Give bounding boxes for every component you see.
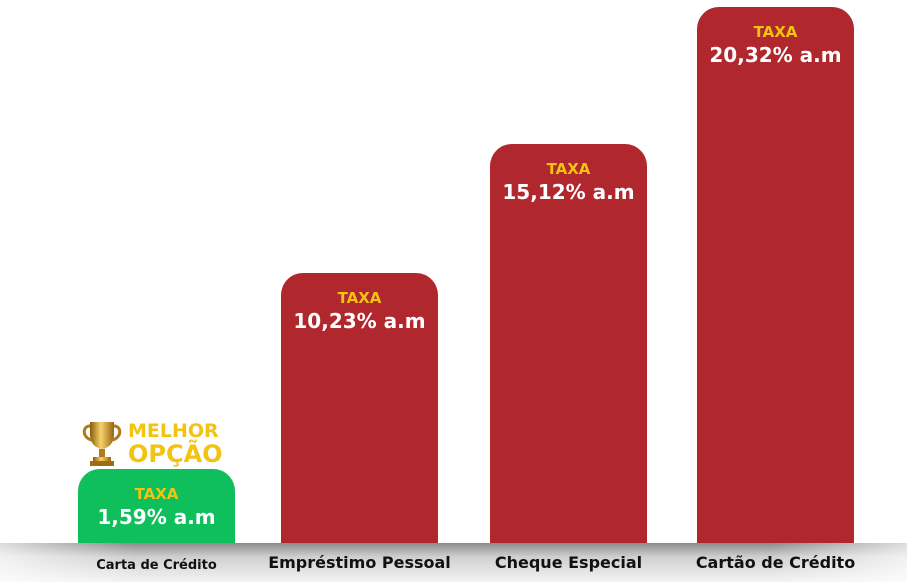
category-label: Cheque Especial — [494, 553, 643, 572]
category-label: Carta de Crédito — [96, 558, 217, 573]
category-label: Empréstimo Pessoal — [268, 553, 451, 572]
bar-0: TAXA 1,59% a.m — [78, 469, 235, 543]
bar-caption: TAXA — [753, 23, 798, 41]
bar-caption: TAXA — [546, 160, 591, 178]
bar-caption: TAXA — [134, 485, 179, 503]
chart-floor — [0, 543, 907, 582]
bar-1: TAXA 10,23% a.m — [281, 273, 438, 543]
data-label: 15,12% a.m — [502, 180, 635, 204]
trophy-icon — [82, 422, 122, 466]
bar-2: TAXA 15,12% a.m — [490, 144, 647, 543]
category-label: Cartão de Crédito — [695, 553, 856, 572]
bar-3: TAXA 20,32% a.m — [697, 7, 854, 543]
best-option-badge: MELHOR OPÇÃO — [80, 418, 223, 468]
data-label: 10,23% a.m — [293, 309, 426, 333]
badge-line2: OPÇÃO — [128, 439, 223, 468]
data-label: 1,59% a.m — [97, 505, 216, 529]
bar-caption: TAXA — [337, 289, 382, 307]
badge-line1: MELHOR — [128, 419, 219, 442]
data-label: 20,32% a.m — [709, 43, 842, 67]
